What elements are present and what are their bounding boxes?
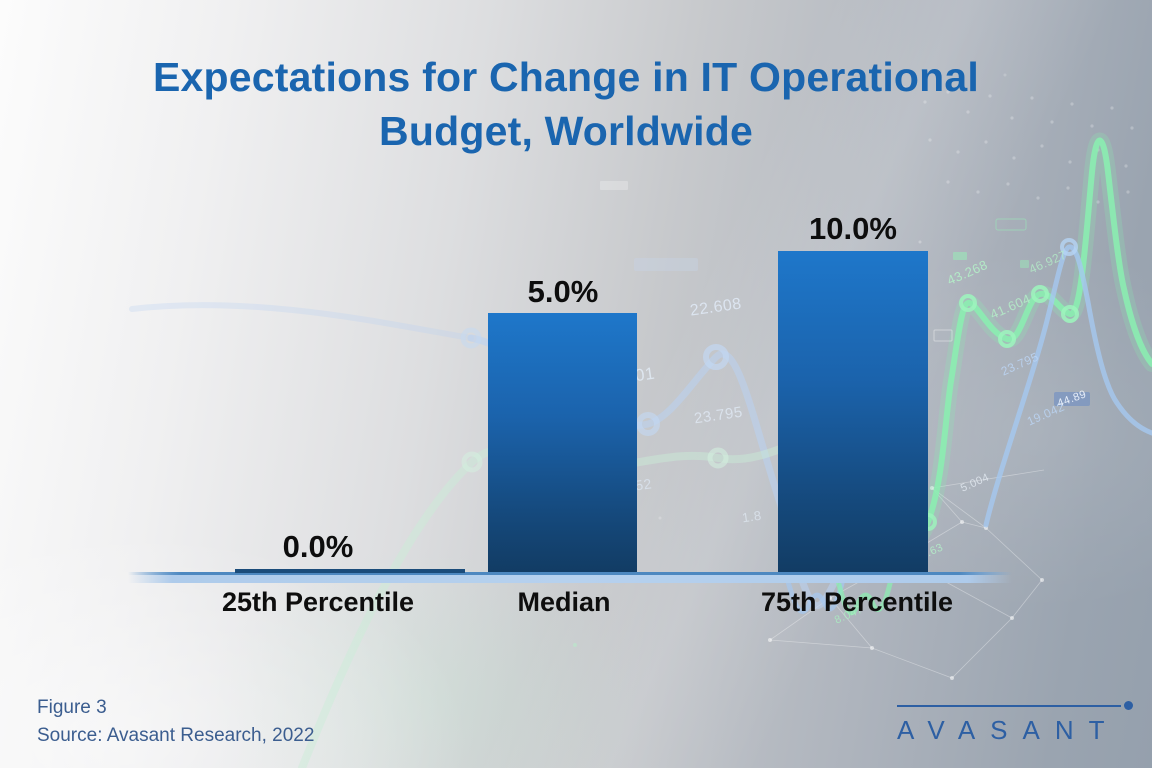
bar-25th-percentile [235, 569, 465, 573]
value-label-median: 5.0% [527, 274, 599, 309]
category-label-75th: 75th Percentile [760, 587, 954, 617]
green-line-chart [870, 132, 1152, 582]
map-dots [903, 86, 1134, 204]
source-credit: Source: Avasant Research, 2022 [37, 725, 315, 746]
title-line-2: Budget, Worldwide [379, 108, 753, 155]
mesh-dots [573, 73, 1044, 680]
title-line-1: Expectations for Change in IT Operationa… [152, 54, 980, 100]
logo-rule-line [897, 705, 1121, 707]
figure-footnote: Figure 3 Source: Avasant Research, 2022 [37, 694, 314, 750]
value-label-75th: 10.0% [809, 211, 897, 246]
blue-spike-line [983, 238, 1152, 528]
page-title: Expectations for Change in IT Operationa… [0, 50, 1132, 158]
category-label-median: Median [517, 587, 611, 617]
value-label-25th: 0.0% [282, 529, 354, 564]
avasant-logo: AVASANT [893, 698, 1143, 758]
bar-75th-percentile [778, 251, 928, 572]
x-axis-line [128, 572, 1012, 583]
logo-dot [1124, 701, 1133, 710]
bar-median [488, 313, 637, 572]
blue-wiggle [783, 573, 846, 614]
background-number: 1.8 [741, 507, 763, 526]
logo-wordmark: AVASANT [897, 715, 1120, 745]
green-wiggle [833, 572, 894, 616]
data-tags [600, 181, 1090, 406]
figure-number: Figure 3 [37, 697, 107, 718]
category-label-25th: 25th Percentile [221, 587, 415, 617]
